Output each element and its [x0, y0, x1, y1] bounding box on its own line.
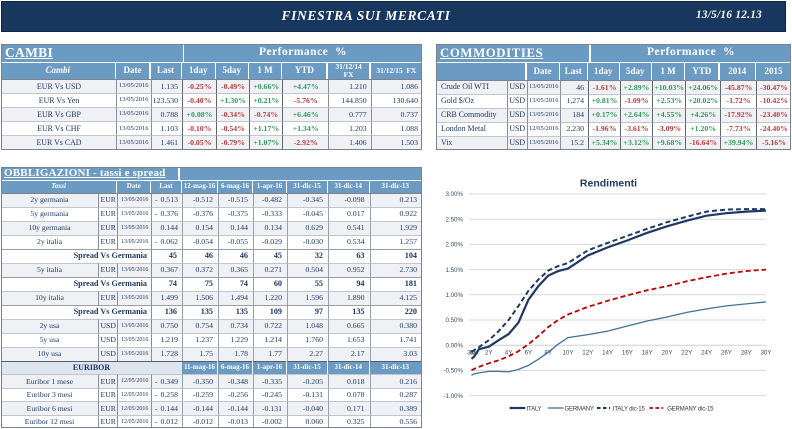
svg-text:2.50%: 2.50% [445, 216, 463, 223]
svg-text:Rendimenti: Rendimenti [580, 178, 637, 190]
svg-text:26Y: 26Y [721, 350, 732, 357]
svg-text:6Y: 6Y [525, 350, 533, 357]
svg-text:1.00%: 1.00% [445, 292, 463, 299]
svg-text:3M: 3M [467, 350, 476, 357]
svg-text:ITALY: ITALY [527, 406, 542, 412]
svg-text:22Y: 22Y [681, 350, 692, 357]
svg-text:-1.00%: -1.00% [443, 393, 463, 400]
svg-text:4Y: 4Y [505, 350, 513, 357]
svg-text:20Y: 20Y [661, 350, 672, 357]
svg-text:14Y: 14Y [602, 350, 613, 357]
svg-text:12Y: 12Y [582, 350, 593, 357]
svg-text:2Y: 2Y [485, 350, 493, 357]
svg-text:28Y: 28Y [741, 350, 752, 357]
svg-text:10Y: 10Y [562, 350, 573, 357]
svg-text:3.00%: 3.00% [445, 191, 463, 198]
svg-text:16Y: 16Y [622, 350, 633, 357]
svg-text:0.00%: 0.00% [445, 342, 463, 349]
svg-text:ITALY dic-15: ITALY dic-15 [613, 406, 646, 412]
svg-text:18Y: 18Y [642, 350, 653, 357]
svg-text:30Y: 30Y [760, 350, 771, 357]
svg-text:24Y: 24Y [701, 350, 712, 357]
svg-text:-0.50%: -0.50% [443, 368, 463, 375]
svg-text:0.50%: 0.50% [445, 317, 463, 324]
svg-text:6M: 6M [470, 350, 479, 357]
svg-text:1.50%: 1.50% [445, 267, 463, 274]
svg-text:2.00%: 2.00% [445, 242, 463, 249]
svg-text:GERMANY: GERMANY [565, 406, 594, 412]
svg-text:GERMANY dic-15: GERMANY dic-15 [667, 406, 714, 412]
